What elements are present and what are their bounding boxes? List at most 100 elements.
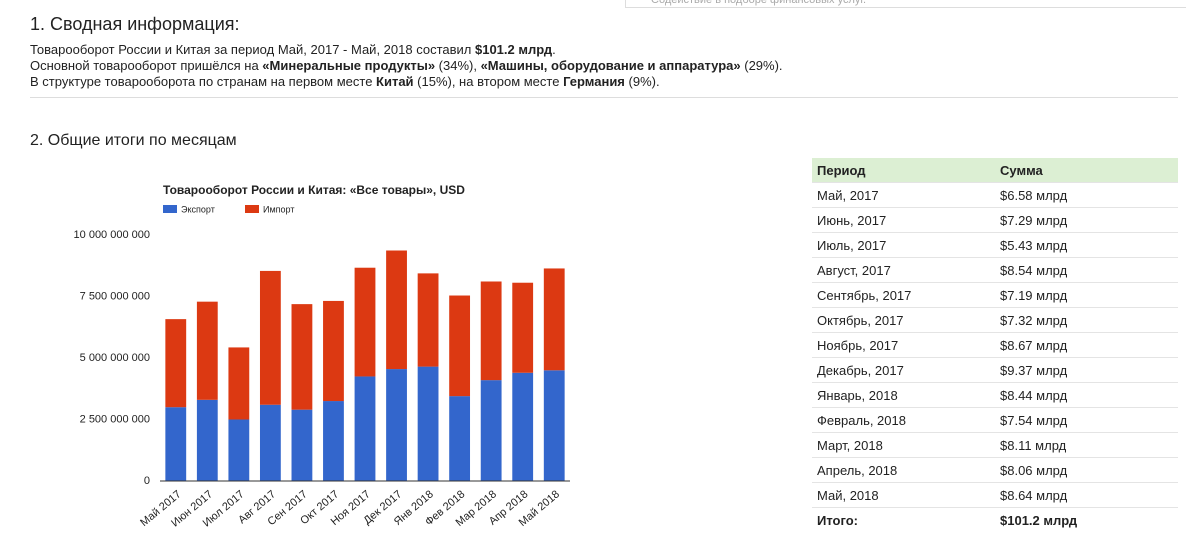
bar-segment xyxy=(323,401,344,481)
legend-label: Экспорт xyxy=(181,204,215,214)
text: (15%), на втором месте xyxy=(413,74,564,89)
bar-segment xyxy=(480,380,502,481)
legend-swatch xyxy=(245,205,259,213)
table-cell: Январь, 2018 xyxy=(812,382,995,408)
table-row: Итого: $101.2 млрд xyxy=(812,508,1178,533)
bar-segment xyxy=(291,409,313,481)
bar-segment xyxy=(386,369,407,481)
table-cell: Август, 2017 xyxy=(812,257,995,283)
table-cell: Май, 2017 xyxy=(812,182,995,208)
bar-segment xyxy=(323,300,344,402)
table-row: Май, 2017 $6.58 млрд xyxy=(812,182,1178,208)
table-row: Июль, 2017 $5.43 млрд xyxy=(812,232,1178,258)
table-cell: Ноябрь, 2017 xyxy=(812,332,995,358)
table-cell: Июль, 2017 xyxy=(812,232,995,258)
top-note: Содействие в подборе финансовых услуг. xyxy=(625,0,1186,8)
section-heading: 2. Общие итоги по месяцам xyxy=(30,132,237,149)
table-row: Апрель, 2018 $8.06 млрд xyxy=(812,457,1178,483)
table-cell: $8.06 млрд xyxy=(995,457,1178,483)
bar-segment xyxy=(449,295,471,397)
table-row: Январь, 2018 $8.44 млрд xyxy=(812,382,1178,408)
section-heading: 1. Сводная информация: xyxy=(30,14,240,34)
bar-segment xyxy=(480,281,502,381)
chart-title: Товарооборот России и Китая: «Все товары… xyxy=(163,183,465,197)
y-tick-label: 7 500 000 000 xyxy=(80,290,150,302)
table-cell: $6.58 млрд xyxy=(995,182,1178,208)
bar-segment xyxy=(417,273,439,367)
bar-segment xyxy=(512,372,534,481)
table-row: Октябрь, 2017 $7.32 млрд xyxy=(812,307,1178,333)
table-cell: $8.11 млрд xyxy=(995,432,1178,458)
table-row: Февраль, 2018 $7.54 млрд xyxy=(812,407,1178,433)
table-cell: $7.32 млрд xyxy=(995,307,1178,333)
bar-segment xyxy=(196,301,218,400)
table-cell: $7.29 млрд xyxy=(995,207,1178,233)
bar-segment xyxy=(543,268,565,371)
chart: Товарооборот России и Китая: «Все товары… xyxy=(74,183,570,530)
bar-segment xyxy=(512,282,534,373)
table-cell: Декабрь, 2017 xyxy=(812,357,995,383)
table-cell: Март, 2018 xyxy=(812,432,995,458)
table-row: Май, 2018 $8.64 млрд xyxy=(812,482,1178,508)
y-tick-label: 5 000 000 000 xyxy=(80,352,150,364)
table-cell: $8.67 млрд xyxy=(995,332,1178,358)
text: Основной товарооборот пришёлся на xyxy=(30,58,263,73)
text: (9%). xyxy=(624,74,660,89)
text: «Машины, оборудование и аппаратура» xyxy=(480,58,741,73)
y-tick-label: 2 500 000 000 xyxy=(80,413,150,425)
table-cell: Сентябрь, 2017 xyxy=(812,282,995,308)
table-row: Август, 2017 $8.54 млрд xyxy=(812,257,1178,283)
bar-segment xyxy=(196,399,218,481)
table-cell: $8.44 млрд xyxy=(995,382,1178,408)
table-cell: Октябрь, 2017 xyxy=(812,307,995,333)
summary: Товарооборот России и Китая за период Ма… xyxy=(30,42,783,90)
text: Товарооборот России и Китая за период Ма… xyxy=(30,42,475,57)
bar-segment xyxy=(291,304,313,410)
text: . xyxy=(552,42,556,57)
table-cell: Период xyxy=(812,158,995,183)
table-cell: Апрель, 2018 xyxy=(812,457,995,483)
bar-segment xyxy=(228,419,250,481)
divider xyxy=(30,97,1178,98)
table-cell: $8.54 млрд xyxy=(995,257,1178,283)
table-row: Декабрь, 2017 $9.37 млрд xyxy=(812,357,1178,383)
bar-segment xyxy=(449,396,471,481)
y-tick-label: 0 xyxy=(144,475,150,487)
summary-line: Товарооборот России и Китая за период Ма… xyxy=(30,42,783,58)
text: (29%). xyxy=(740,58,783,73)
bar-segment xyxy=(165,407,187,481)
y-tick-label: 10 000 000 000 xyxy=(74,229,150,241)
table-cell: $7.19 млрд xyxy=(995,282,1178,308)
table-cell: Май, 2018 xyxy=(812,482,995,508)
bar-segment xyxy=(417,366,439,481)
bar-segment xyxy=(543,370,565,481)
table-row: Период Сумма xyxy=(812,158,1178,183)
bar-segment xyxy=(354,267,376,377)
summary-table: Период Сумма Май, 2017 $6.58 млрд Июнь, 2017… xyxy=(812,158,1178,532)
table-cell: $8.64 млрд xyxy=(995,482,1178,508)
table-row: Ноябрь, 2017 $8.67 млрд xyxy=(812,332,1178,358)
table-row: Март, 2018 $8.11 млрд xyxy=(812,432,1178,458)
summary-line: В структуре товарооборота по странам на … xyxy=(30,74,783,90)
text: Германия xyxy=(563,74,625,89)
table-cell: $9.37 млрд xyxy=(995,357,1178,383)
bar-segment xyxy=(354,376,376,481)
table-cell: $5.43 млрд xyxy=(995,232,1178,258)
table-cell: $7.54 млрд xyxy=(995,407,1178,433)
table-row: Сентябрь, 2017 $7.19 млрд xyxy=(812,282,1178,308)
bar-segment xyxy=(228,347,250,420)
table-cell: Итого: xyxy=(817,512,858,528)
legend-swatch xyxy=(163,205,177,213)
bar-segment xyxy=(386,250,407,370)
text: Китай xyxy=(376,74,414,89)
legend-label: Импорт xyxy=(263,204,294,214)
text: «Минеральные продукты» xyxy=(262,58,436,73)
table-cell: Сумма xyxy=(995,158,1178,183)
text: (34%), xyxy=(435,58,481,73)
table-cell: Февраль, 2018 xyxy=(812,407,995,433)
bar-segment xyxy=(259,404,281,481)
table-row: Июнь, 2017 $7.29 млрд xyxy=(812,207,1178,233)
bar-segment xyxy=(259,270,281,405)
table-cell: Июнь, 2017 xyxy=(812,207,995,233)
